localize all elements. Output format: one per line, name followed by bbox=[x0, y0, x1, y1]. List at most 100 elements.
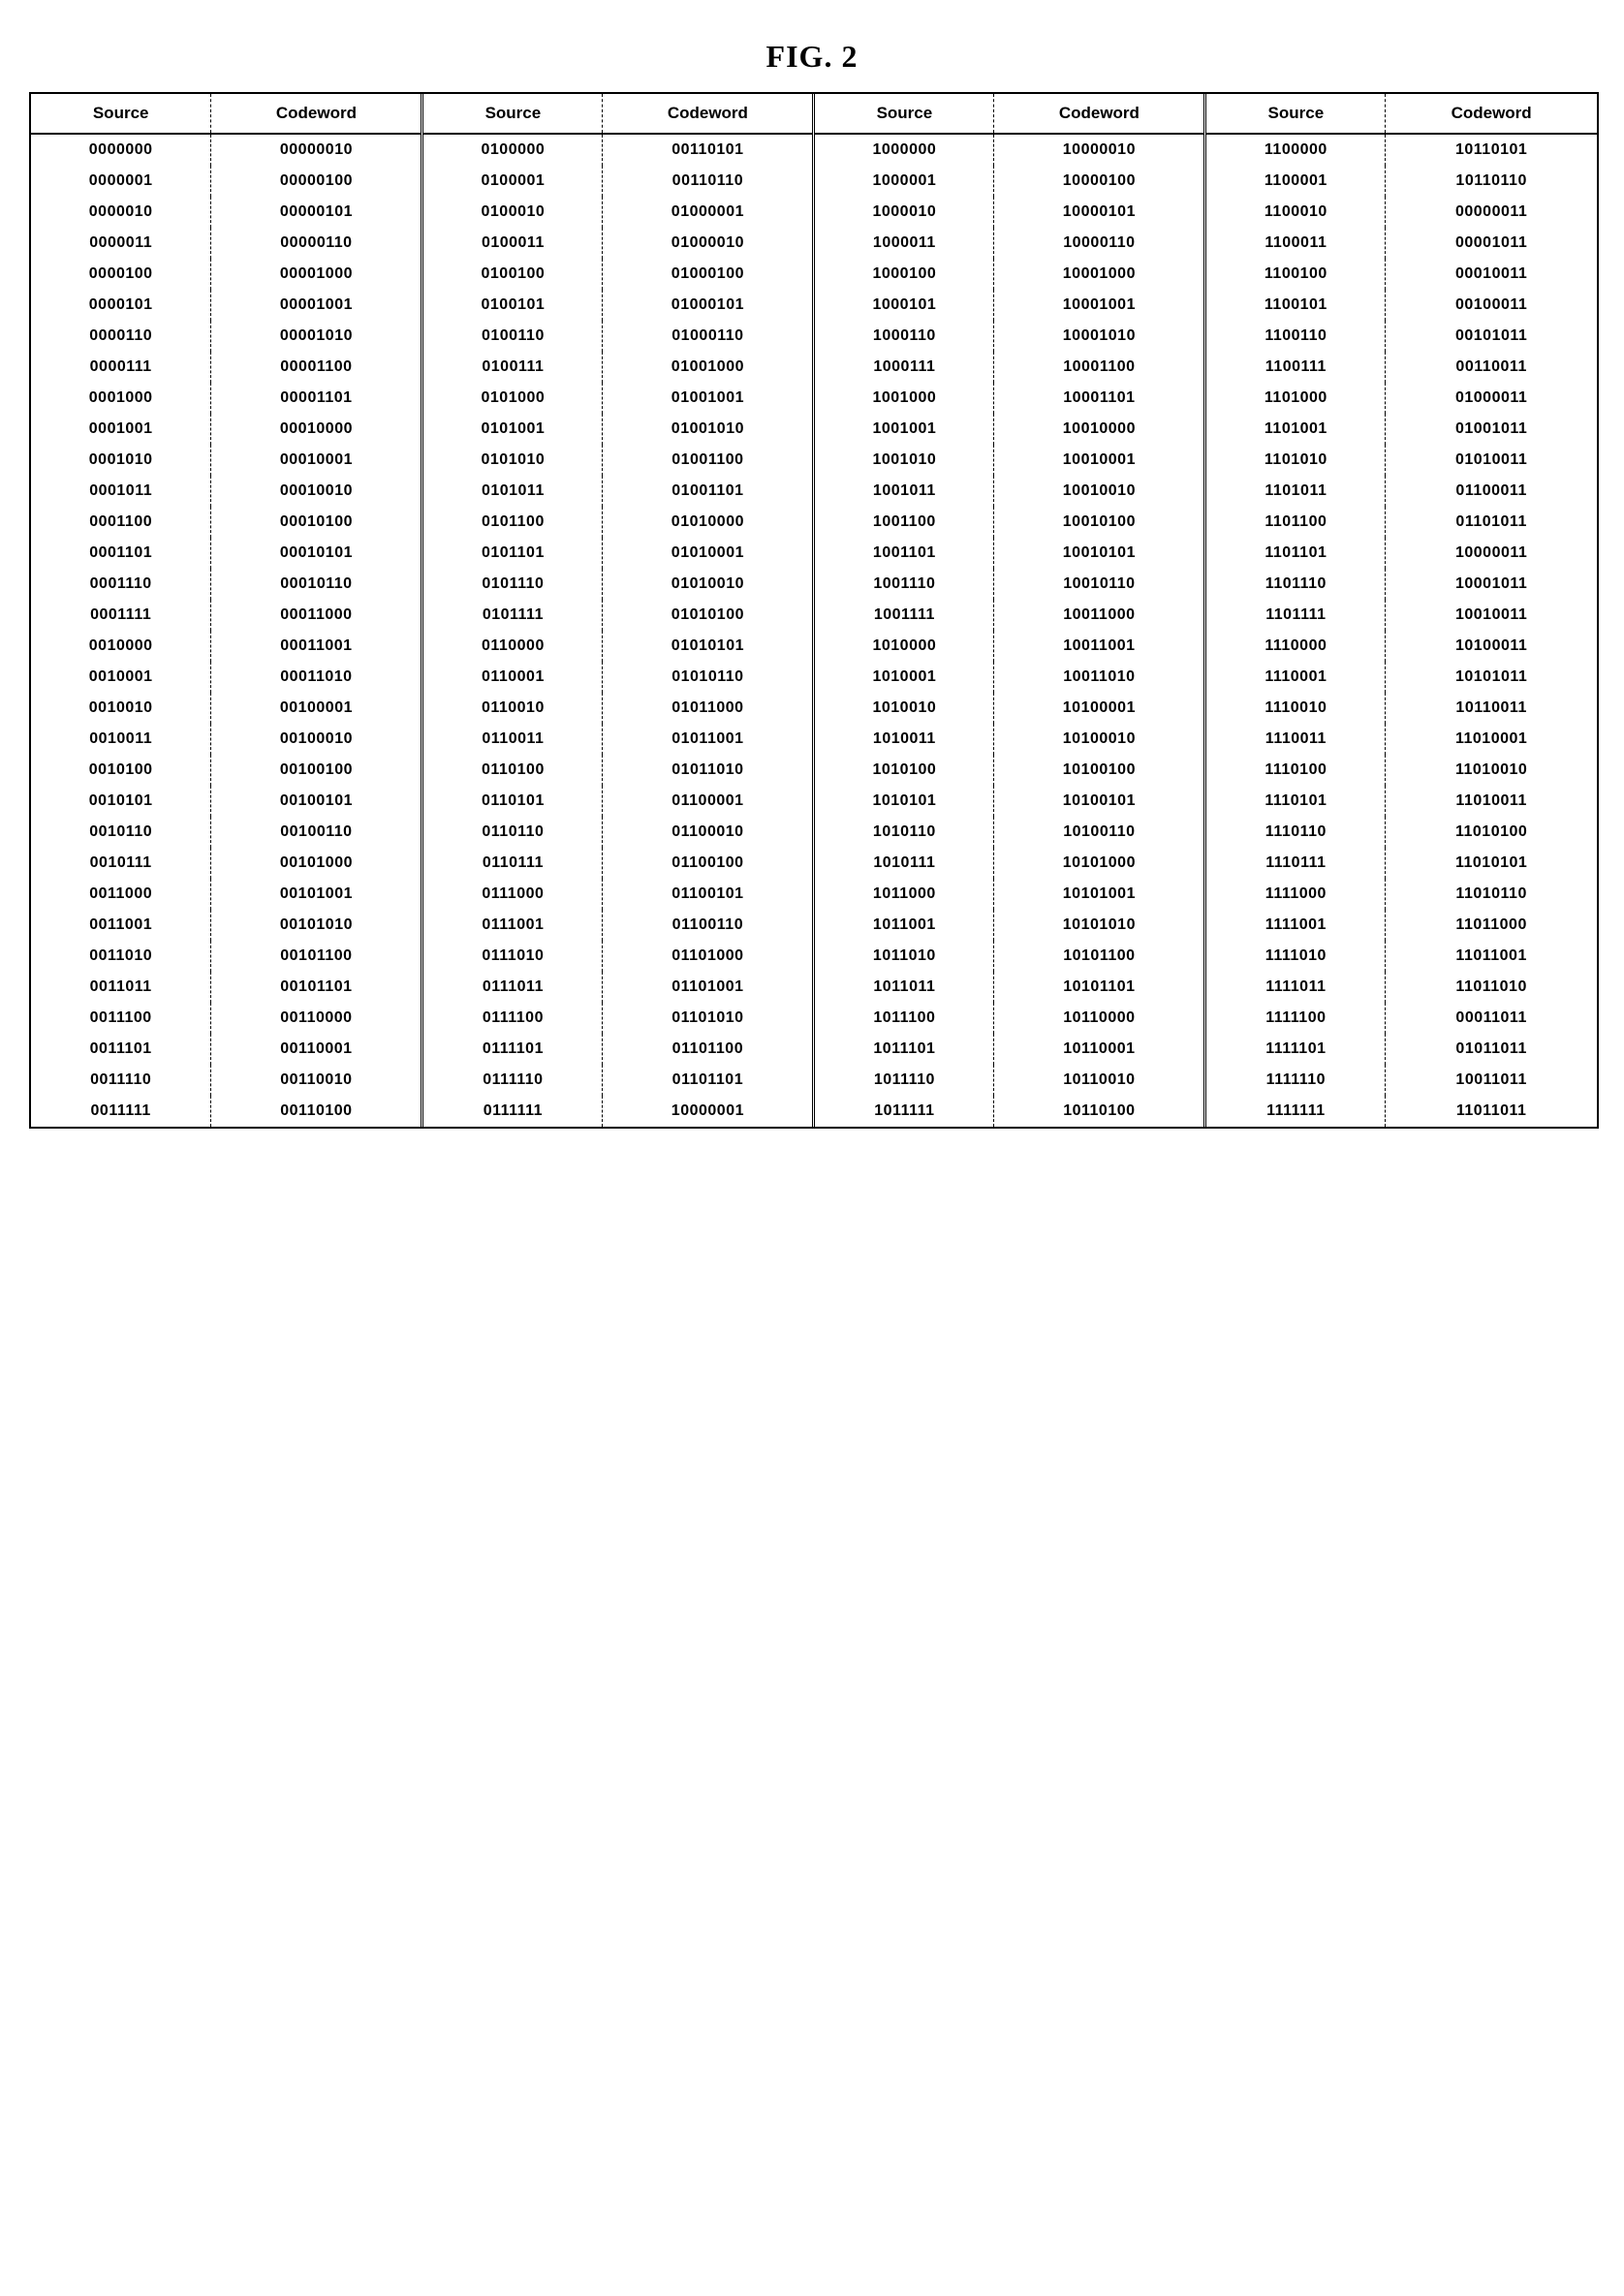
source-cell: 0000100 bbox=[31, 259, 211, 290]
codeword-cell: 10110011 bbox=[1386, 693, 1597, 724]
codeword-cell: 01001001 bbox=[603, 383, 814, 414]
header-codeword-4: Codeword bbox=[1386, 94, 1597, 134]
source-cell: 0010010 bbox=[31, 693, 211, 724]
source-cell: 0111111 bbox=[422, 1096, 603, 1127]
source-cell: 1010011 bbox=[814, 724, 994, 755]
codeword-cell: 10010101 bbox=[994, 538, 1205, 569]
table-row: 0001010000100010101010010011001001010100… bbox=[31, 445, 1597, 476]
source-cell: 1001010 bbox=[814, 445, 994, 476]
codeword-cell: 10100001 bbox=[994, 693, 1205, 724]
source-cell: 1111001 bbox=[1205, 910, 1386, 941]
codeword-cell: 10011011 bbox=[1386, 1065, 1597, 1096]
codeword-cell: 10110100 bbox=[994, 1096, 1205, 1127]
source-cell: 0001000 bbox=[31, 383, 211, 414]
codeword-cell: 00110101 bbox=[603, 134, 814, 166]
codeword-cell: 00101101 bbox=[211, 972, 422, 1003]
codeword-cell: 00100101 bbox=[211, 786, 422, 817]
source-cell: 1000010 bbox=[814, 197, 994, 228]
codeword-cell: 10000110 bbox=[994, 228, 1205, 259]
codeword-cell: 00000101 bbox=[211, 197, 422, 228]
codeword-cell: 10010011 bbox=[1386, 600, 1597, 631]
source-cell: 1011111 bbox=[814, 1096, 994, 1127]
source-cell: 0111000 bbox=[422, 879, 603, 910]
source-cell: 0011100 bbox=[31, 1003, 211, 1034]
source-cell: 0100100 bbox=[422, 259, 603, 290]
codeword-cell: 00010100 bbox=[211, 507, 422, 538]
source-cell: 1100110 bbox=[1205, 321, 1386, 352]
codeword-cell: 10000011 bbox=[1386, 538, 1597, 569]
source-cell: 1011110 bbox=[814, 1065, 994, 1096]
codeword-cell: 11011000 bbox=[1386, 910, 1597, 941]
codeword-cell: 01101000 bbox=[603, 941, 814, 972]
source-cell: 0000101 bbox=[31, 290, 211, 321]
table-row: 0011110001100100111110011011011011110101… bbox=[31, 1065, 1597, 1096]
source-cell: 1001000 bbox=[814, 383, 994, 414]
table-row: 0010101001001010110101011000011010101101… bbox=[31, 786, 1597, 817]
codeword-cell: 10010010 bbox=[994, 476, 1205, 507]
source-cell: 1001100 bbox=[814, 507, 994, 538]
codeword-cell: 01100010 bbox=[603, 817, 814, 848]
source-cell: 1011100 bbox=[814, 1003, 994, 1034]
table-row: 0010111001010000110111011001001010111101… bbox=[31, 848, 1597, 879]
codeword-cell: 00011000 bbox=[211, 600, 422, 631]
table-row: 0001000000011010101000010010011001000100… bbox=[31, 383, 1597, 414]
table-row: 0000111000011000100111010010001000111100… bbox=[31, 352, 1597, 383]
codeword-cell: 10100110 bbox=[994, 817, 1205, 848]
table-row: 0000100000010000100100010001001000100100… bbox=[31, 259, 1597, 290]
codeword-cell: 10011000 bbox=[994, 600, 1205, 631]
source-cell: 0111110 bbox=[422, 1065, 603, 1096]
source-cell: 1110111 bbox=[1205, 848, 1386, 879]
source-cell: 1101000 bbox=[1205, 383, 1386, 414]
codeword-cell: 11011010 bbox=[1386, 972, 1597, 1003]
source-cell: 1100101 bbox=[1205, 290, 1386, 321]
source-cell: 1011010 bbox=[814, 941, 994, 972]
table-row: 0001001000100000101001010010101001001100… bbox=[31, 414, 1597, 445]
table-row: 0010001000110100110001010101101010001100… bbox=[31, 662, 1597, 693]
codeword-cell: 01000001 bbox=[603, 197, 814, 228]
codeword-cell: 10100010 bbox=[994, 724, 1205, 755]
source-cell: 0101110 bbox=[422, 569, 603, 600]
source-cell: 1010001 bbox=[814, 662, 994, 693]
codeword-cell: 01001101 bbox=[603, 476, 814, 507]
codeword-cell: 10101000 bbox=[994, 848, 1205, 879]
table-row: 0010000000110010110000010101011010000100… bbox=[31, 631, 1597, 662]
codeword-cell: 10001101 bbox=[994, 383, 1205, 414]
codeword-cell: 11010110 bbox=[1386, 879, 1597, 910]
codeword-cell: 10110110 bbox=[1386, 166, 1597, 197]
source-cell: 1010111 bbox=[814, 848, 994, 879]
source-cell: 0010011 bbox=[31, 724, 211, 755]
source-cell: 1001001 bbox=[814, 414, 994, 445]
source-cell: 0101011 bbox=[422, 476, 603, 507]
codeword-cell: 01010010 bbox=[603, 569, 814, 600]
codeword-cell: 00010000 bbox=[211, 414, 422, 445]
table-row: 0011011001011010111011011010011011011101… bbox=[31, 972, 1597, 1003]
codeword-cell: 01011001 bbox=[603, 724, 814, 755]
codeword-cell: 00101010 bbox=[211, 910, 422, 941]
codeword-cell: 10110000 bbox=[994, 1003, 1205, 1034]
codeword-cell: 00110010 bbox=[211, 1065, 422, 1096]
source-cell: 0101001 bbox=[422, 414, 603, 445]
source-cell: 0011101 bbox=[31, 1034, 211, 1065]
source-cell: 0001011 bbox=[31, 476, 211, 507]
source-cell: 0011111 bbox=[31, 1096, 211, 1127]
codeword-cell: 01101010 bbox=[603, 1003, 814, 1034]
table-row: 0000101000010010100101010001011000101100… bbox=[31, 290, 1597, 321]
source-cell: 0111011 bbox=[422, 972, 603, 1003]
codeword-cell: 00101011 bbox=[1386, 321, 1597, 352]
codeword-cell: 01000100 bbox=[603, 259, 814, 290]
codeword-cell: 10011001 bbox=[994, 631, 1205, 662]
codeword-cell: 00100001 bbox=[211, 693, 422, 724]
source-cell: 0101111 bbox=[422, 600, 603, 631]
codeword-cell: 01010011 bbox=[1386, 445, 1597, 476]
source-cell: 1110011 bbox=[1205, 724, 1386, 755]
table-row: 0010010001000010110010010110001010010101… bbox=[31, 693, 1597, 724]
source-cell: 0010001 bbox=[31, 662, 211, 693]
source-cell: 0100010 bbox=[422, 197, 603, 228]
codeword-cell: 10010001 bbox=[994, 445, 1205, 476]
source-cell: 1101001 bbox=[1205, 414, 1386, 445]
table-row: 0001111000110000101111010101001001111100… bbox=[31, 600, 1597, 631]
source-cell: 1010010 bbox=[814, 693, 994, 724]
codeword-cell: 00000100 bbox=[211, 166, 422, 197]
source-cell: 0100001 bbox=[422, 166, 603, 197]
source-cell: 1011001 bbox=[814, 910, 994, 941]
